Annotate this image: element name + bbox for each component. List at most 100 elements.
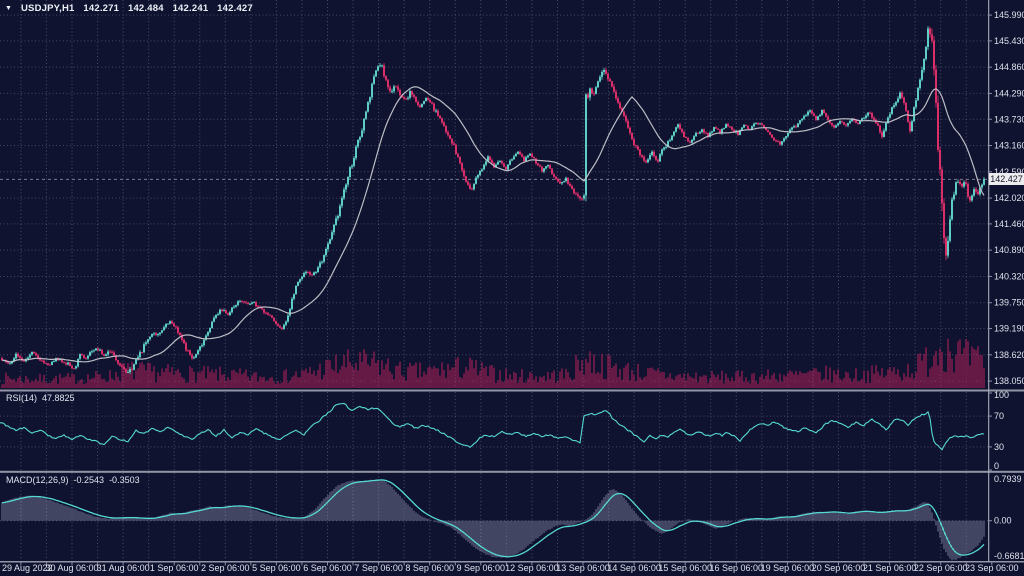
candle	[793, 126, 795, 128]
candle	[773, 137, 775, 141]
candle	[79, 354, 81, 359]
rsi-line	[0, 402, 985, 451]
candle	[723, 127, 725, 129]
candle	[69, 362, 71, 366]
time-axis-label: 23 Sep 06:00	[965, 563, 1019, 573]
time-axis-label: 7 Sep 06:00	[354, 563, 403, 573]
candle	[977, 191, 979, 195]
candle	[521, 154, 523, 157]
candle	[287, 315, 289, 322]
candle	[61, 359, 63, 363]
candle	[899, 92, 901, 99]
candle	[763, 125, 765, 128]
candle	[407, 97, 409, 99]
candle	[135, 359, 137, 365]
candle	[581, 198, 583, 200]
candle	[311, 274, 313, 276]
candle	[825, 113, 827, 117]
time-axis-label: 9 Sep 06:00	[457, 563, 506, 573]
candle	[63, 362, 65, 364]
candle	[77, 358, 79, 367]
candle	[37, 355, 39, 359]
price-axis-separator	[988, 0, 990, 562]
candle	[59, 359, 61, 361]
candle	[301, 276, 303, 280]
candle	[137, 357, 139, 360]
candle	[687, 137, 689, 142]
candle	[643, 156, 645, 161]
candle	[905, 102, 907, 111]
candle	[867, 112, 869, 116]
candle	[185, 343, 187, 351]
candle	[673, 131, 675, 136]
candle	[547, 164, 549, 167]
candle	[525, 157, 527, 162]
candle	[913, 107, 915, 122]
candle	[33, 351, 35, 354]
candle	[645, 160, 647, 163]
candle	[23, 360, 25, 362]
candle	[427, 98, 429, 100]
candle	[337, 216, 339, 219]
candle	[675, 127, 677, 132]
candle	[761, 123, 763, 126]
time-axis-label: 12 Sep 06:00	[505, 563, 559, 573]
candle	[231, 307, 233, 313]
candle	[367, 102, 369, 112]
candle	[549, 164, 551, 169]
candle	[971, 195, 973, 201]
candle	[283, 324, 285, 329]
symbol-timeframe-label: USDJPY,H1	[20, 3, 75, 14]
candle	[67, 362, 69, 365]
candle	[49, 364, 51, 366]
candle	[933, 40, 935, 70]
candle	[877, 123, 879, 126]
candle	[233, 306, 235, 308]
candle	[415, 96, 417, 102]
candle	[775, 140, 777, 142]
candle	[891, 107, 893, 115]
candle	[379, 65, 381, 67]
candle	[421, 103, 423, 108]
candle	[957, 181, 959, 183]
candle	[469, 184, 471, 189]
candle	[797, 123, 799, 128]
candle	[203, 339, 205, 346]
candle	[701, 129, 703, 132]
rsi-axis[interactable]: 100 70 30 0	[988, 390, 1009, 471]
candle	[167, 323, 169, 325]
candle	[197, 350, 199, 355]
candle	[309, 272, 311, 275]
candle	[777, 141, 779, 142]
candle	[915, 100, 917, 108]
candle	[637, 146, 639, 150]
candle	[529, 153, 531, 156]
symbol-dropdown-marker[interactable]: ▼	[5, 5, 13, 12]
candle	[159, 332, 161, 335]
candle	[255, 301, 257, 307]
candle	[485, 161, 487, 165]
price-axis-label: 139.750	[994, 298, 1024, 308]
candle	[649, 155, 651, 160]
candle	[573, 188, 575, 194]
candle	[907, 110, 909, 123]
candle	[679, 124, 681, 129]
candle	[983, 178, 985, 185]
candle	[629, 127, 631, 134]
candle	[699, 131, 701, 134]
candle	[361, 130, 363, 137]
candle	[455, 144, 457, 154]
price-axis-label: 142.020	[994, 193, 1024, 203]
time-axis-label: 2 Sep 06:00	[201, 563, 250, 573]
candle	[1, 358, 3, 361]
price-axis[interactable]: 145.990 145.430 144.860 144.290 143.730 143.1…	[988, 10, 1024, 386]
candle	[105, 354, 107, 356]
candle	[689, 141, 691, 143]
macd-axis[interactable]: 0.7939 0.00 -0.6681	[988, 474, 1024, 561]
candle	[299, 279, 301, 282]
candle	[963, 182, 965, 187]
candle	[695, 132, 697, 137]
